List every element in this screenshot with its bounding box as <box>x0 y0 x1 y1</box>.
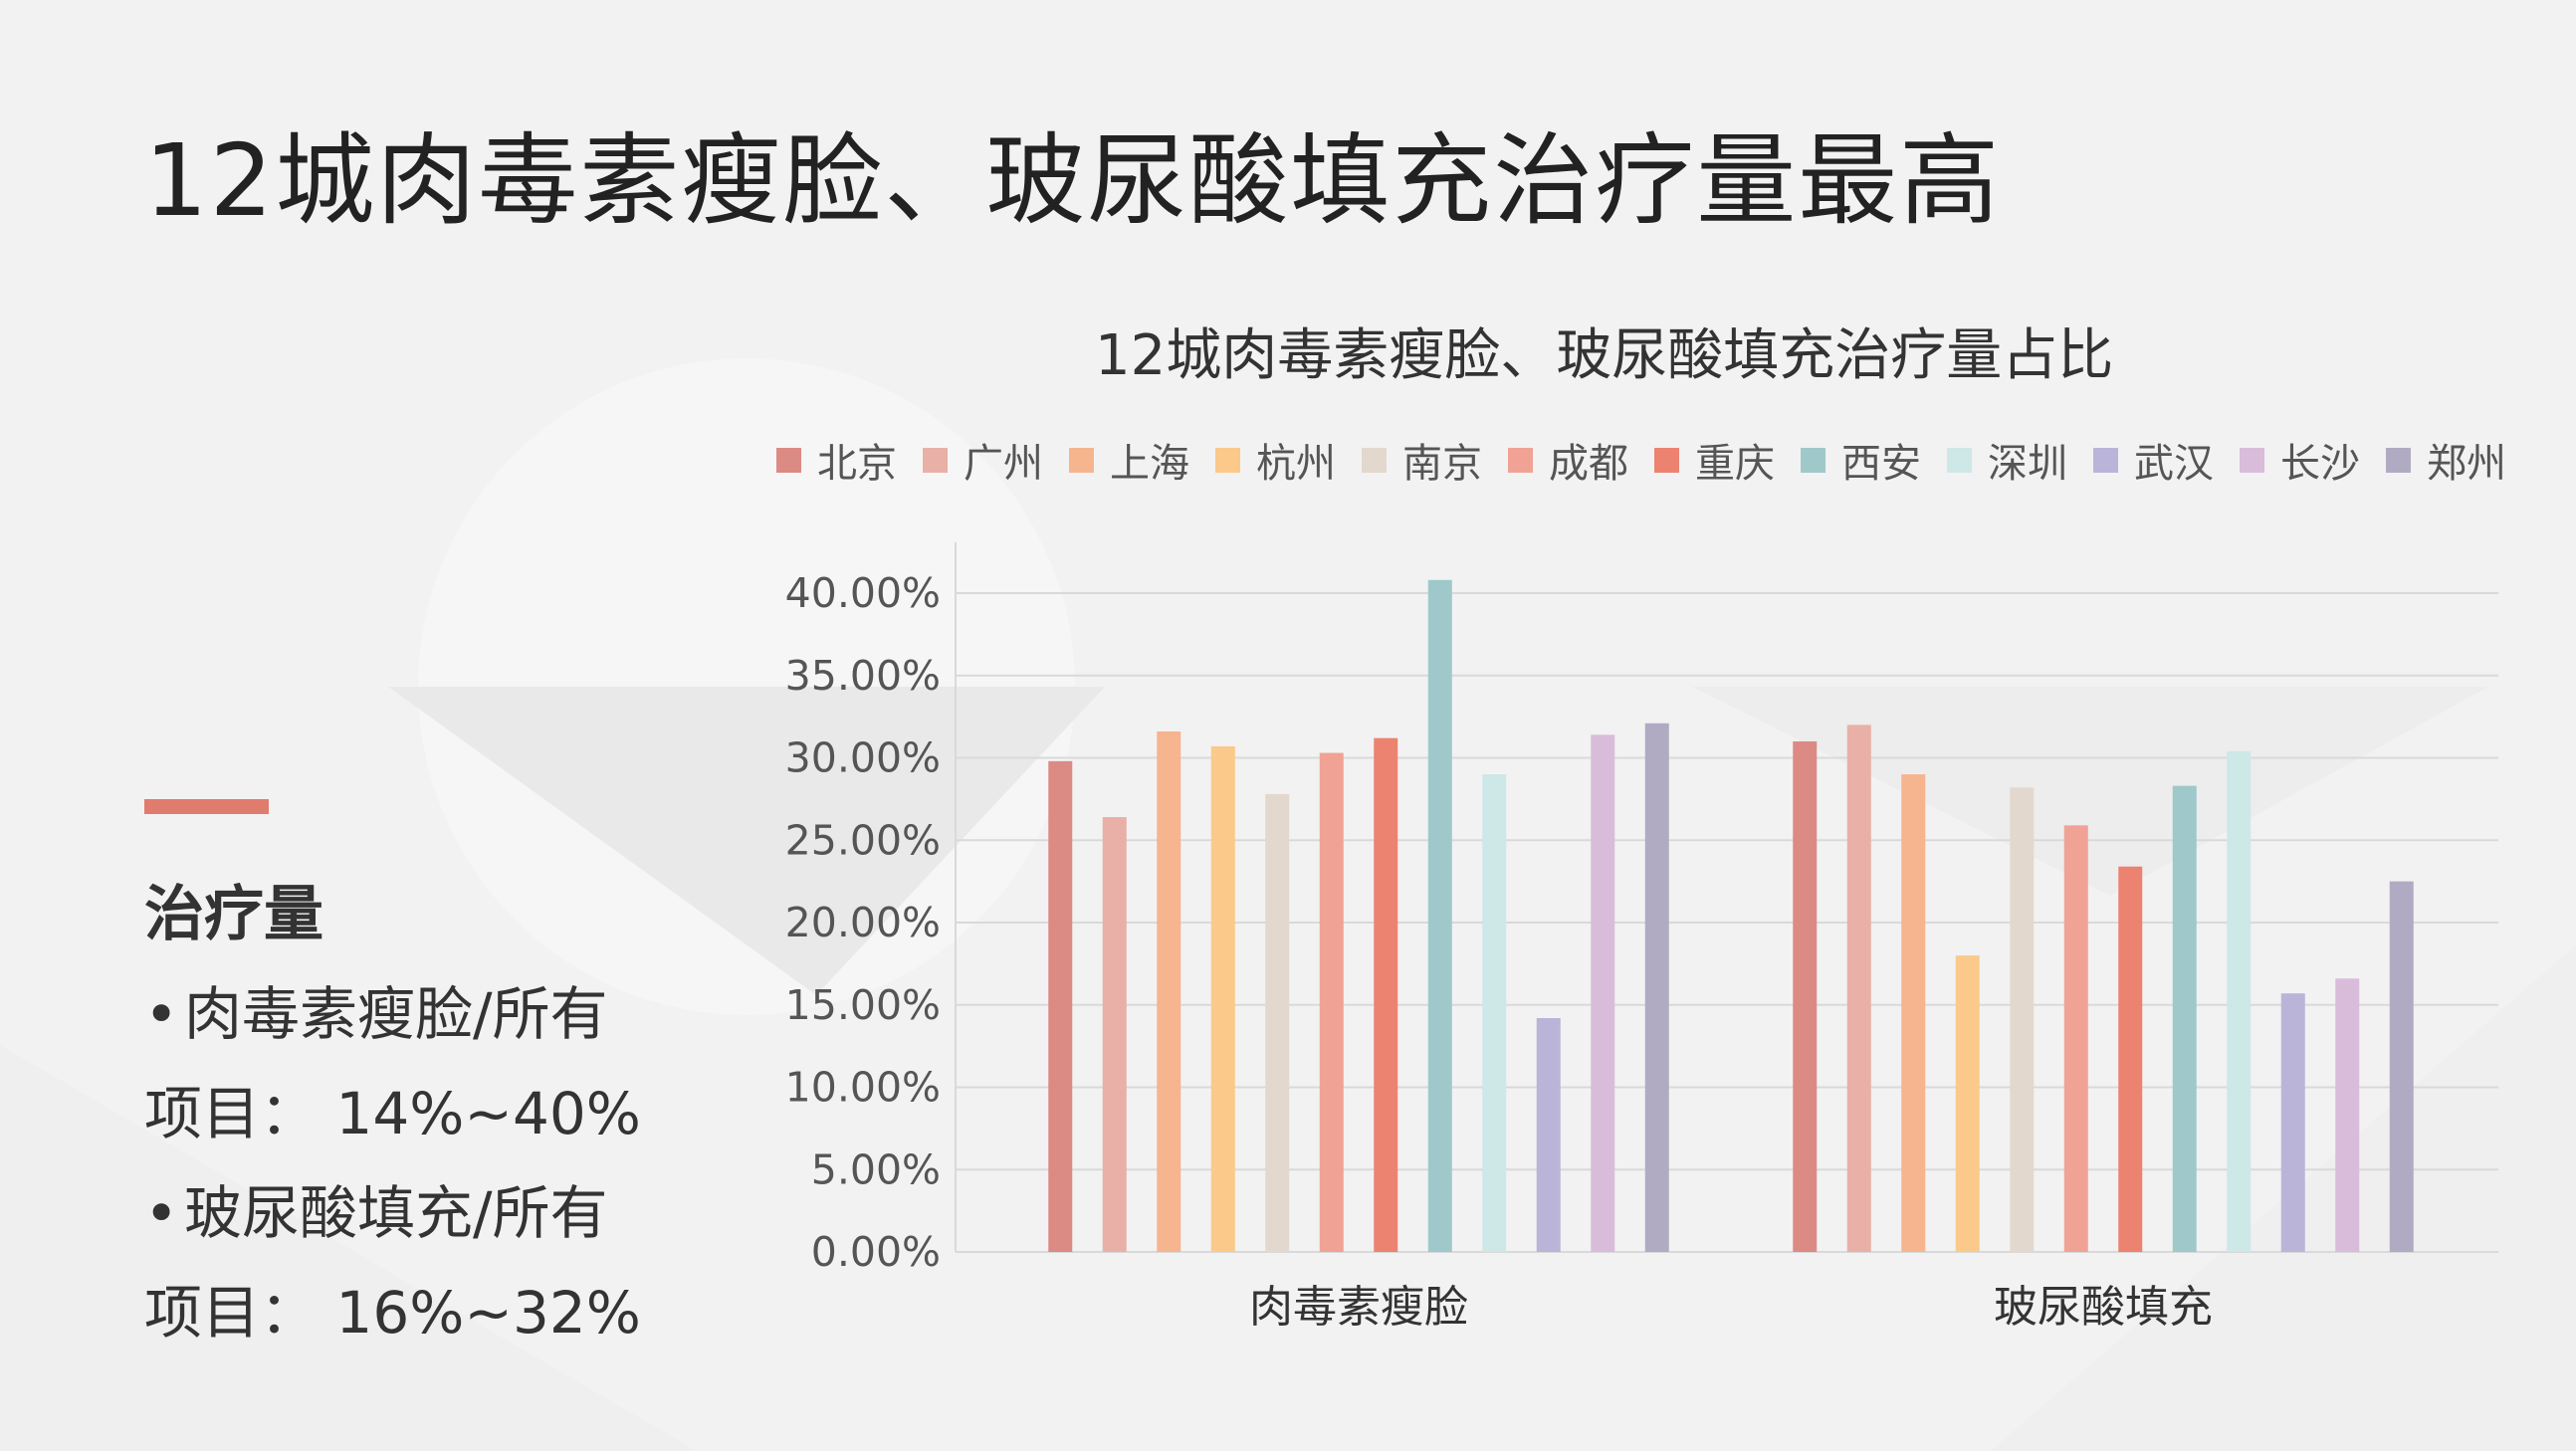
bar-成都 <box>2063 825 2088 1252</box>
bar-西安 <box>1427 579 1452 1252</box>
y-tick-label: 10.00% <box>785 1064 941 1112</box>
y-tick-label: 20.00% <box>785 899 941 946</box>
bar-重庆 <box>2118 866 2143 1252</box>
bar-郑州 <box>1644 723 1669 1252</box>
bar-成都 <box>1319 752 1344 1252</box>
bar-杭州 <box>1210 745 1235 1252</box>
sidebar-bullet-1-range: 项目： 14%~40% <box>144 1080 641 1147</box>
bar-长沙 <box>1591 734 1615 1252</box>
y-tick-label: 5.00% <box>811 1145 941 1193</box>
bar-深圳 <box>2227 750 2252 1252</box>
bar-长沙 <box>2335 978 2360 1252</box>
accent-bar <box>144 799 269 814</box>
sidebar-bullet-2: •玻尿酸填充/所有 <box>144 1166 608 1250</box>
legend-swatch <box>2386 447 2411 473</box>
legend-label: 长沙 <box>2280 441 2360 487</box>
legend-swatch <box>2093 447 2118 473</box>
legend-item: 南京 <box>1362 431 1482 489</box>
y-tick-label: 25.00% <box>785 816 941 864</box>
sidebar-heading: 治疗量 <box>144 880 323 949</box>
legend-swatch <box>1654 447 1679 473</box>
legend-item: 成都 <box>1508 431 1628 489</box>
bullet-marker: • <box>144 1179 179 1247</box>
legend-item: 上海 <box>1069 431 1189 489</box>
bar-北京 <box>1793 740 1818 1252</box>
legend-swatch <box>1215 447 1240 473</box>
x-category-label: 肉毒素瘦脸 <box>1249 1282 1468 1333</box>
legend-label: 西安 <box>1841 441 1921 487</box>
bullet-marker: • <box>144 980 179 1048</box>
legend-item: 西安 <box>1801 431 1921 489</box>
bar-杭州 <box>1955 955 1980 1252</box>
legend-item: 广州 <box>923 431 1043 489</box>
bar-南京 <box>2010 787 2035 1252</box>
legend-item: 武汉 <box>2093 431 2214 489</box>
x-category-label: 玻尿酸填充 <box>1994 1282 2213 1333</box>
y-tick-label: 35.00% <box>785 652 941 700</box>
legend-swatch <box>1947 447 1972 473</box>
sidebar-bullet-2-range: 项目： 16%~32% <box>144 1279 641 1347</box>
legend-swatch <box>776 447 801 473</box>
legend-label: 广州 <box>964 441 1043 487</box>
chart-title: 12城肉毒素瘦脸、玻尿酸填充治疗量占比 <box>1095 323 2114 388</box>
legend-item: 郑州 <box>2386 431 2506 489</box>
legend-label: 杭州 <box>1256 441 1336 487</box>
legend-swatch <box>1069 447 1094 473</box>
bar-上海 <box>1901 774 1926 1252</box>
bar-武汉 <box>1536 1017 1561 1252</box>
legend-label: 成都 <box>1549 441 1628 487</box>
bar-郑州 <box>2389 881 2414 1252</box>
y-tick-label: 0.00% <box>811 1228 941 1276</box>
sidebar-bullet-2-text: 玻尿酸填充/所有 <box>184 1179 608 1247</box>
legend-label: 南京 <box>1402 441 1482 487</box>
legend-swatch <box>1508 447 1533 473</box>
legend-item: 长沙 <box>2240 431 2360 489</box>
legend-item: 杭州 <box>1215 431 1336 489</box>
y-tick-label: 15.00% <box>785 981 941 1029</box>
bar-重庆 <box>1374 737 1398 1252</box>
y-tick-label: 30.00% <box>785 734 941 782</box>
bar-北京 <box>1048 760 1073 1252</box>
legend-label: 重庆 <box>1695 441 1775 487</box>
bar-南京 <box>1265 793 1290 1252</box>
bar-广州 <box>1846 725 1871 1252</box>
legend-label: 郑州 <box>2427 441 2506 487</box>
legend-item: 重庆 <box>1654 431 1775 489</box>
bar-武汉 <box>2280 993 2305 1252</box>
sidebar-bullet-1: •肉毒素瘦脸/所有 <box>144 967 608 1051</box>
legend-label: 武汉 <box>2134 441 2214 487</box>
legend-label: 北京 <box>817 441 897 487</box>
legend-swatch <box>923 447 948 473</box>
legend-swatch <box>1801 447 1825 473</box>
legend-item: 深圳 <box>1947 431 2067 489</box>
bar-深圳 <box>1482 774 1507 1252</box>
bar-广州 <box>1102 817 1127 1252</box>
legend-swatch <box>2240 447 2264 473</box>
bar-上海 <box>1157 731 1181 1252</box>
y-tick-label: 40.00% <box>785 569 941 617</box>
legend-label: 上海 <box>1110 441 1189 487</box>
page-title: 12城肉毒素瘦脸、玻尿酸填充治疗量最高 <box>144 122 2002 239</box>
legend-label: 深圳 <box>1988 441 2067 487</box>
legend-swatch <box>1362 447 1387 473</box>
legend-item: 北京 <box>776 431 897 489</box>
chart-legend: 北京 广州 上海 杭州 南京 成都 重庆 西安 深圳 武汉 长沙 郑州 <box>776 430 2532 490</box>
bar-西安 <box>2172 785 2197 1252</box>
sidebar-bullet-1-text: 肉毒素瘦脸/所有 <box>184 980 608 1048</box>
